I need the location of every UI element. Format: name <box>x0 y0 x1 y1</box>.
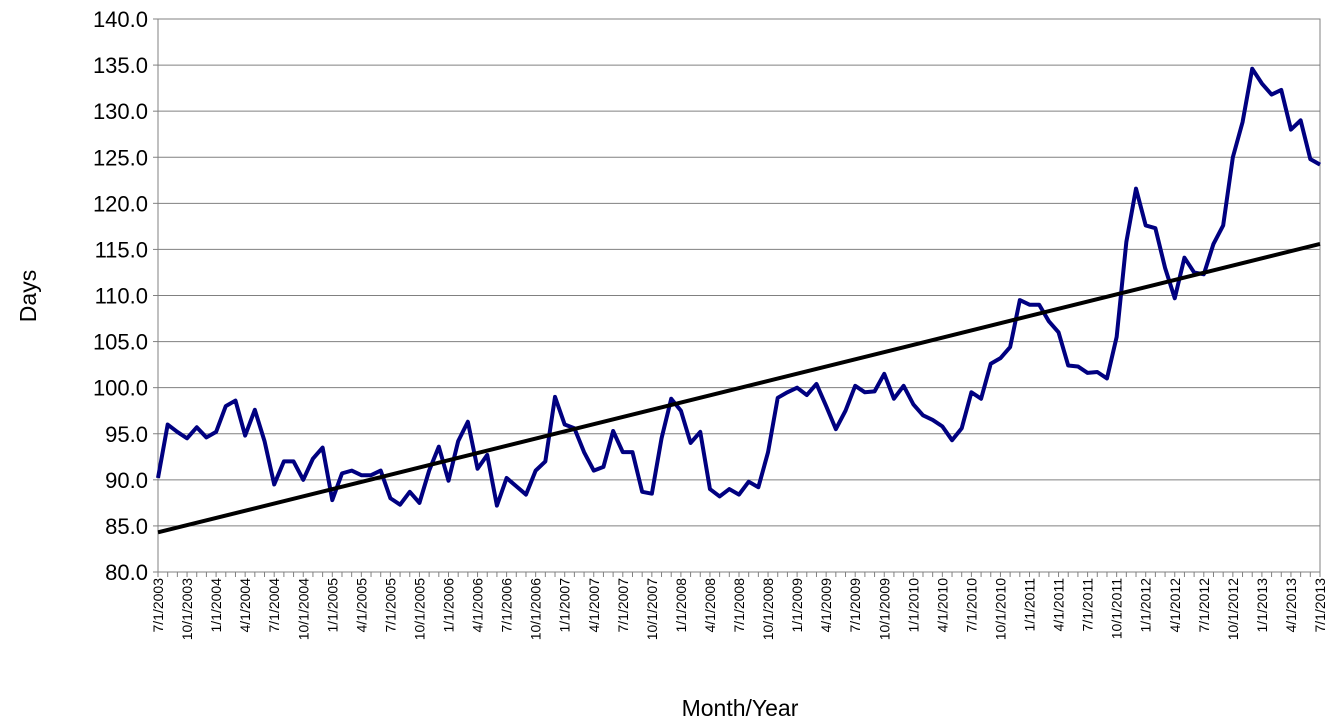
x-tick-label: 7/1/2005 <box>382 578 398 633</box>
x-tick-label: 10/1/2005 <box>411 578 427 640</box>
x-tick-label: 1/1/2008 <box>673 578 689 633</box>
trendline <box>157 241 1321 535</box>
x-tick-label: 7/1/2003 <box>150 578 166 633</box>
x-tick-label: 1/1/2004 <box>208 578 224 633</box>
x-tick-label: 1/1/2010 <box>905 578 921 633</box>
x-tick-label: 7/1/2008 <box>731 578 747 633</box>
x-tick-label: 4/1/2010 <box>934 578 950 633</box>
y-tick-label: 140.0 <box>93 7 148 32</box>
x-tick-label: 1/1/2006 <box>441 578 457 633</box>
x-tick-label: 7/1/2013 <box>1312 578 1325 633</box>
x-tick-label: 7/1/2010 <box>963 578 979 633</box>
y-tick-label: 130.0 <box>93 99 148 124</box>
x-tick-label: 4/1/2004 <box>237 578 253 633</box>
x-tick-label: 1/1/2007 <box>557 578 573 633</box>
x-tick-label: 10/1/2004 <box>295 578 311 640</box>
x-tick-label: 1/1/2005 <box>324 578 340 633</box>
x-tick-label: 7/1/2011 <box>1080 578 1096 632</box>
x-tick-label: 7/1/2004 <box>266 578 282 633</box>
y-tick-label: 110.0 <box>95 284 148 309</box>
x-tick-label: 10/1/2008 <box>760 578 776 640</box>
x-tick-label: 10/1/2012 <box>1225 578 1241 640</box>
y-axis-title: Days <box>15 270 41 322</box>
x-tick-label: 4/1/2005 <box>353 578 369 633</box>
x-tick-label: 4/1/2011 <box>1051 578 1067 632</box>
x-tick-label: 4/1/2007 <box>586 578 602 633</box>
y-tick-label: 80.0 <box>105 560 148 585</box>
x-tick-label: 10/1/2010 <box>992 578 1008 640</box>
x-tick-label: 4/1/2012 <box>1167 578 1183 633</box>
data-line <box>156 66 1321 508</box>
x-tick-label: 4/1/2009 <box>818 578 834 633</box>
x-tick-label: 1/1/2009 <box>789 578 805 633</box>
x-tick-label: 7/1/2006 <box>499 578 515 633</box>
x-tick-label: 4/1/2008 <box>702 578 718 633</box>
y-tick-label: 125.0 <box>93 145 148 170</box>
x-axis-title: Month/Year <box>682 695 799 721</box>
y-tick-label: 85.0 <box>105 514 148 539</box>
x-tick-label: 10/1/2006 <box>528 578 544 640</box>
y-tick-label: 135.0 <box>93 53 148 78</box>
y-tick-label: 115.0 <box>95 237 148 262</box>
x-tick-label: 7/1/2007 <box>615 578 631 633</box>
x-tick-label: 10/1/2007 <box>644 578 660 640</box>
x-tick-label: 10/1/2011 <box>1109 578 1125 639</box>
x-tick-label: 1/1/2013 <box>1254 578 1270 633</box>
x-tick-label: 10/1/2009 <box>876 578 892 640</box>
y-tick-label: 105.0 <box>93 330 148 355</box>
y-tick-label: 120.0 <box>93 191 148 216</box>
x-tick-label: 1/1/2012 <box>1138 578 1154 633</box>
x-tick-label: 7/1/2012 <box>1196 578 1212 633</box>
x-tick-label: 4/1/2013 <box>1283 578 1299 633</box>
y-tick-label: 95.0 <box>105 422 148 447</box>
x-tick-label: 7/1/2009 <box>847 578 863 633</box>
y-tick-label: 90.0 <box>105 468 148 493</box>
x-tick-label: 10/1/2003 <box>179 578 195 640</box>
y-tick-label: 100.0 <box>93 376 148 401</box>
x-tick-label: 4/1/2006 <box>470 578 486 633</box>
x-tick-label: 1/1/2011 <box>1022 578 1038 632</box>
